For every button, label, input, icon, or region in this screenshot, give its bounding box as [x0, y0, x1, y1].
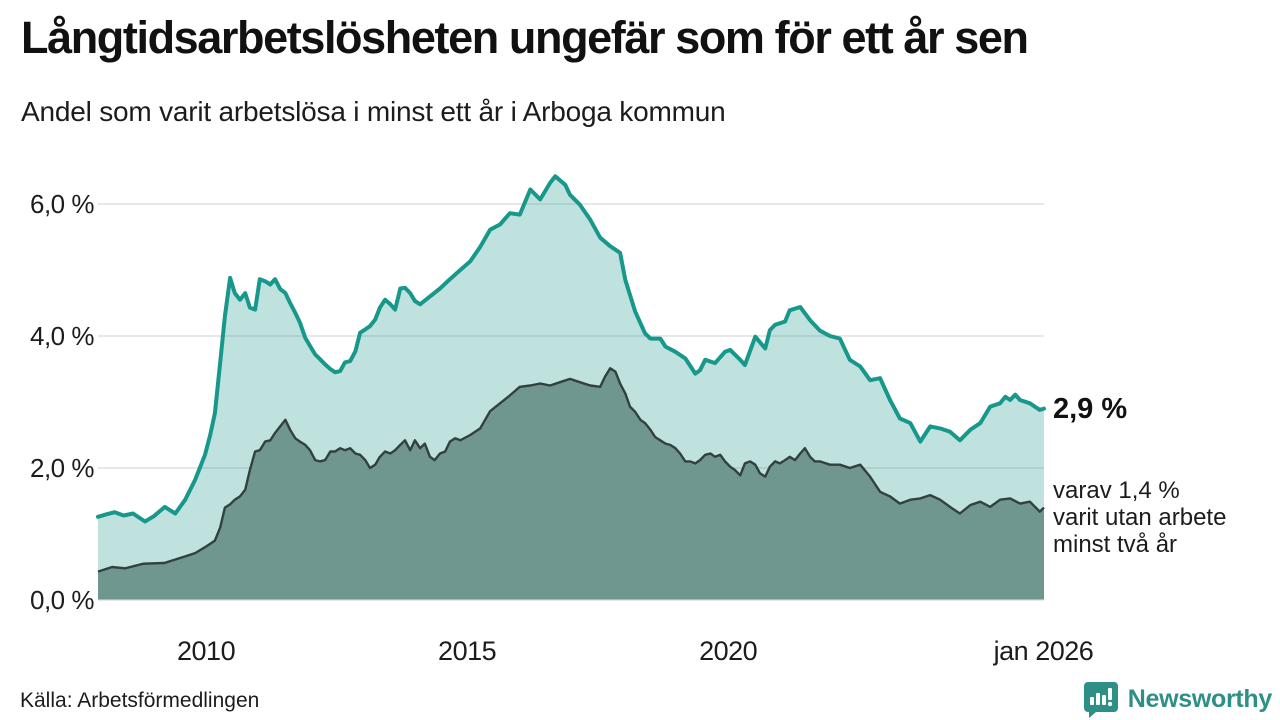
y-tick-label: 4,0 % — [30, 321, 95, 351]
annotation-line: minst två år — [1053, 531, 1178, 558]
end-value-label-2yr: varav 1,4 % varit utan arbete minst två … — [1053, 477, 1226, 558]
y-tick-label: 0,0 % — [30, 585, 95, 615]
x-tick-label: 2010 — [177, 636, 236, 666]
newsworthy-brand: Newsworthy — [1082, 680, 1272, 718]
area-unemployed-2yr — [98, 368, 1044, 600]
line-unemployed-1yr — [96, 174, 1046, 524]
x-tick-label: 2015 — [438, 636, 497, 666]
newsworthy-wordmark: Newsworthy — [1127, 684, 1273, 713]
newsworthy-logo-icon — [1083, 682, 1118, 718]
line-unemployed-2yr — [97, 367, 1045, 573]
chart-subtitle: Andel som varit arbetslösa i minst ett å… — [21, 96, 726, 127]
y-tick-label: 2,0 % — [30, 453, 95, 483]
annotation-line: varav 1,4 % — [1053, 477, 1180, 504]
y-tick-label: 6,0 % — [30, 189, 95, 219]
source-attribution: Källa: Arbetsförmedlingen — [20, 689, 260, 712]
x-tick-label: 2020 — [699, 636, 758, 666]
annotation-line: varit utan arbete — [1053, 504, 1227, 531]
page-title: Långtidsarbetslösheten ungefär som för e… — [21, 12, 1029, 63]
x-tick-label: jan 2026 — [993, 636, 1094, 666]
end-value-label-1yr: 2,9 % — [1053, 393, 1128, 425]
